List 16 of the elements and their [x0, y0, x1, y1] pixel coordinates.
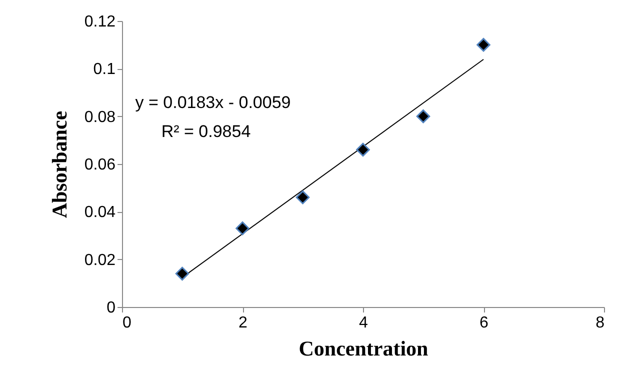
- x-tick-label: 4: [359, 314, 368, 332]
- y-tick-label: 0.04: [84, 204, 116, 222]
- x-tick-label: 8: [596, 314, 605, 332]
- y-tick-label: 0.06: [84, 156, 116, 174]
- y-tick-label: 0: [106, 300, 116, 316]
- y-tick-label: 0.12: [84, 14, 116, 30]
- annotation: R² = 0.9854: [161, 122, 251, 141]
- y-tick-label: 0.1: [93, 61, 116, 78]
- y-axis-title: Absorbance: [47, 110, 72, 218]
- x-tick-label: 2: [238, 314, 248, 332]
- x-tick-label: 0: [122, 314, 132, 332]
- y-tick-label: 0.08: [84, 108, 116, 126]
- x-tick-label: 6: [480, 314, 489, 332]
- x-axis-title: Concentration: [298, 336, 429, 360]
- annotation: y = 0.0183x - 0.0059: [135, 93, 291, 112]
- y-tick-label: 0.02: [84, 252, 116, 269]
